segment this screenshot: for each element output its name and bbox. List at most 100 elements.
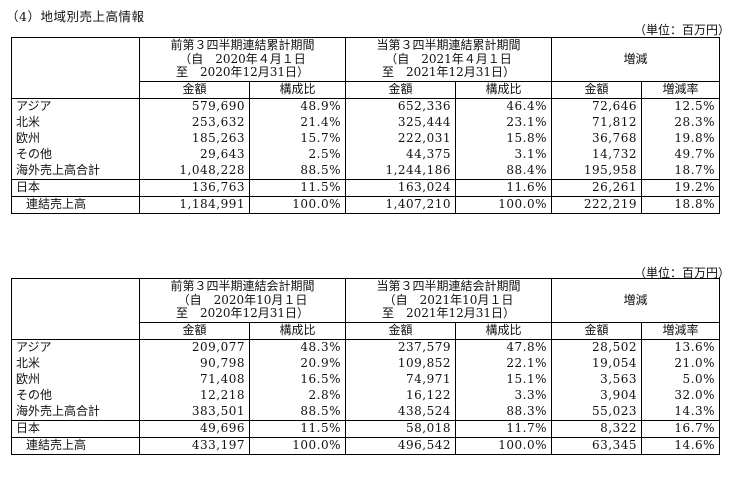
table-cell: 71,408 [139, 371, 250, 388]
table-cell: 195,958 [551, 162, 643, 180]
table-cell: 100.0% [248, 436, 347, 455]
table-row: 欧州 185,263 15.7% 222,031 15.8% 36,768 19.8% [11, 130, 721, 147]
row-label: 海外売上高合計 [11, 403, 140, 421]
table-cell: 28,502 [551, 338, 643, 356]
table-cell: 1,048,228 [139, 162, 250, 180]
table-cell: 383,501 [139, 403, 250, 421]
row-label: 欧州 [11, 130, 140, 147]
table-cell: 5.0% [641, 371, 721, 388]
table-cell: 19,054 [551, 355, 643, 372]
table-cell: 15.1% [455, 371, 553, 388]
table-cell: 88.4% [455, 162, 553, 180]
row-label: アジア [11, 97, 140, 115]
row-label: 日本 [11, 178, 140, 197]
prev-period-header: 前第３四半期連結累計期間 （自 2020年４月１日 至 2020年12月31日） [138, 37, 347, 82]
table-cell: 438,524 [345, 403, 457, 421]
table-cell: 16,122 [345, 387, 457, 404]
table-cell: 163,024 [345, 178, 457, 197]
table-cell: 237,579 [345, 338, 457, 356]
table-cell: 74,971 [345, 371, 457, 388]
subheader-diff-rate: 増減率 [641, 80, 721, 99]
table-cell: 579,690 [139, 97, 250, 115]
table-cell: 325,444 [345, 114, 457, 131]
table-row: 日本 49,696 11.5% 58,018 11.7% 8,322 16.7% [11, 419, 721, 438]
table-cell: 90,798 [139, 355, 250, 372]
regional-sales-table-quarter: 前第３四半期連結会計期間 （自 2020年10月１日 至 2020年12月31日… [11, 278, 721, 455]
table-cell: 18.8% [641, 195, 721, 214]
table-cell: 21.4% [248, 114, 347, 131]
table-cell: 11.5% [248, 419, 347, 438]
table-cell: 12,218 [139, 387, 250, 404]
table-cell: 13.6% [641, 338, 721, 356]
subheader-ratio: 構成比 [248, 321, 347, 340]
table-cell: 72,646 [551, 97, 643, 115]
table-cell: 109,852 [345, 355, 457, 372]
table-cell: 29,643 [139, 146, 250, 163]
table-body: アジア 209,077 48.3% 237,579 47.8% 28,502 13.6% 北米… [11, 338, 721, 455]
table-cell: 88.5% [248, 403, 347, 421]
table-cell: 3.1% [455, 146, 553, 163]
subheader-amount: 金額 [139, 321, 250, 340]
table-cell: 32.0% [641, 387, 721, 404]
table-row: アジア 579,690 48.9% 652,336 46.4% 72,646 12.5% [11, 97, 721, 115]
table-cell: 11.6% [455, 178, 553, 197]
table-cell: 100.0% [455, 436, 553, 455]
table-cell: 15.8% [455, 130, 553, 147]
diff-header: 増減 [551, 37, 721, 82]
table-row: 海外売上高合計 1,048,228 88.5% 1,244,186 88.4% 195,9… [11, 162, 721, 180]
row-label: その他 [11, 146, 140, 163]
table-cell: 222,031 [345, 130, 457, 147]
corner-cell [11, 278, 140, 340]
table-cell: 14.6% [641, 436, 721, 455]
table-cell: 3.3% [455, 387, 553, 404]
prev-period-header: 前第３四半期連結会計期間 （自 2020年10月１日 至 2020年12月31日… [138, 278, 347, 323]
table-cell: 49.7% [641, 146, 721, 163]
table-row: 連結売上高 433,197 100.0% 496,542 100.0% 63,345 14.… [11, 436, 721, 455]
table-cell: 88.5% [248, 162, 347, 180]
corner-cell [11, 37, 140, 99]
table-cell: 36,768 [551, 130, 643, 147]
table-cell: 63,345 [551, 436, 643, 455]
subheader-ratio: 構成比 [455, 80, 553, 99]
subheader-ratio: 構成比 [248, 80, 347, 99]
table-cell: 48.3% [248, 338, 347, 356]
row-label: 海外売上高合計 [11, 162, 140, 180]
subheader-diff-rate: 増減率 [641, 321, 721, 340]
curr-period-header: 当第３四半期連結会計期間 （自 2021年10月１日 至 2021年12月31日… [345, 278, 553, 323]
table-cell: 12.5% [641, 97, 721, 115]
table-row: 海外売上高合計 383,501 88.5% 438,524 88.3% 55,023 14.… [11, 403, 721, 421]
table-row: 北米 253,632 21.4% 325,444 23.1% 71,812 28.3% [11, 114, 721, 131]
table-cell: 55,023 [551, 403, 643, 421]
table-cell: 8,322 [551, 419, 643, 438]
subheader-amount: 金額 [139, 80, 250, 99]
table-cell: 652,336 [345, 97, 457, 115]
table-cell: 100.0% [248, 195, 347, 214]
row-label: 北米 [11, 355, 140, 372]
table-cell: 11.5% [248, 178, 347, 197]
table-cell: 49,696 [139, 419, 250, 438]
table-cell: 22.1% [455, 355, 553, 372]
row-label: 日本 [11, 419, 140, 438]
row-label: アジア [11, 338, 140, 356]
regional-sales-table-cumulative: 前第３四半期連結累計期間 （自 2020年４月１日 至 2020年12月31日）… [11, 37, 721, 214]
row-label: 連結売上高 [11, 195, 140, 214]
table-row: 連結売上高 1,184,991 100.0% 1,407,210 100.0% 222,2… [11, 195, 721, 214]
table-cell: 11.7% [455, 419, 553, 438]
table-cell: 1,407,210 [345, 195, 457, 214]
section-title: （4）地域別売上高情報 [6, 9, 145, 24]
table-cell: 136,763 [139, 178, 250, 197]
table-cell: 19.2% [641, 178, 721, 197]
table-cell: 71,812 [551, 114, 643, 131]
table-row: 日本 136,763 11.5% 163,024 11.6% 26,261 19.2% [11, 178, 721, 197]
table-cell: 58,018 [345, 419, 457, 438]
table-row: 欧州 71,408 16.5% 74,971 15.1% 3,563 5.0% [11, 371, 721, 388]
table-cell: 21.0% [641, 355, 721, 372]
table-cell: 26,261 [551, 178, 643, 197]
table-cell: 2.5% [248, 146, 347, 163]
table-cell: 3,904 [551, 387, 643, 404]
diff-header: 増減 [551, 278, 721, 323]
unit-label: （単位：百万円） [633, 23, 730, 37]
table-cell: 14,732 [551, 146, 643, 163]
table-cell: 496,542 [345, 436, 457, 455]
table-cell: 88.3% [455, 403, 553, 421]
